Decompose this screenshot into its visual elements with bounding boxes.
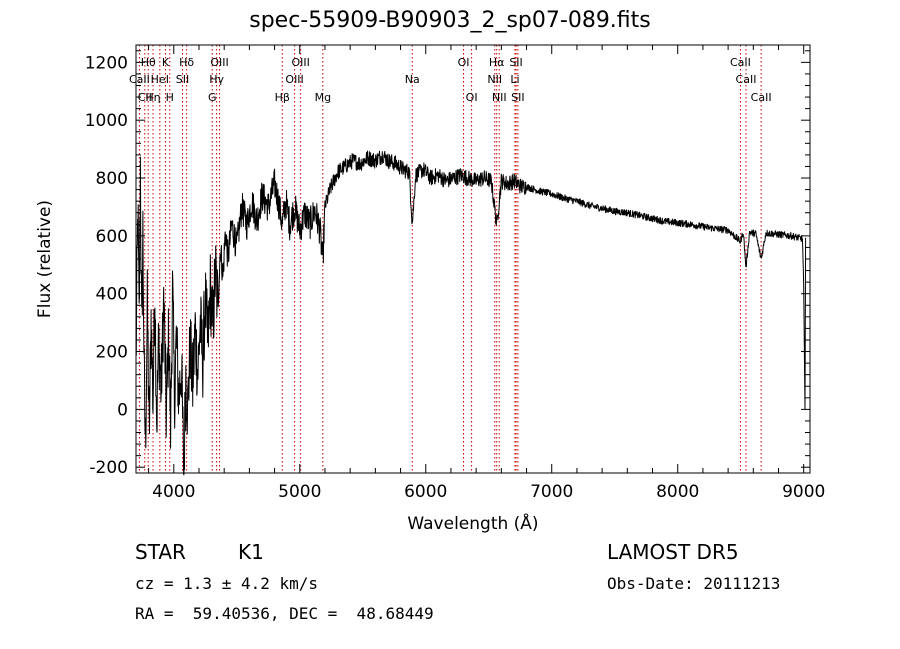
line-marker-label: CaII: [129, 73, 150, 86]
axes-layer: 4000 5000 6000 7000 8000 9000 -200 0 200 400 600 80…: [35, 44, 825, 534]
y-tick-label: 800: [96, 169, 128, 189]
line-marker-label: OIII: [285, 73, 303, 86]
line-marker-label: Hγ: [209, 73, 224, 86]
y-tick-label: 0: [117, 400, 128, 420]
spectrum-line: [135, 150, 807, 476]
line-marker-label: SII: [176, 73, 189, 86]
line-marker-label: CII: [138, 91, 152, 104]
line-marker-label: OIII: [291, 56, 309, 69]
x-tick-label: 9000: [782, 482, 825, 502]
line-marker-label: HeI: [151, 73, 169, 86]
chart-title: spec-55909-B90903_2_sp07-089.fits: [249, 8, 651, 33]
y-tick-label: 600: [96, 227, 128, 247]
line-marker-label: G: [208, 91, 217, 104]
spectrum-layer: [135, 150, 807, 476]
y-tick-label: 200: [96, 343, 128, 363]
line-marker-label: Hδ: [179, 56, 194, 69]
object-class: STAR: [135, 540, 186, 564]
line-marker-label: Hβ: [275, 91, 290, 104]
line-marker-label: Li: [510, 73, 519, 86]
plot-frame: [135, 44, 811, 474]
line-markers-layer: [138, 45, 762, 473]
line-marker-label: SII: [511, 91, 524, 104]
line-marker-label: CaII: [736, 73, 757, 86]
y-tick-label: 1200: [85, 53, 128, 73]
line-marker-label: H: [166, 91, 174, 104]
x-tick-label: 6000: [404, 482, 447, 502]
survey-name: LAMOST DR5: [607, 540, 739, 564]
x-axis-label: Wavelength (Å): [407, 512, 538, 534]
ra-dec-coords: RA = 59.40536, DEC = 48.68449: [135, 604, 434, 623]
x-tick-label: 4000: [152, 482, 195, 502]
line-marker-label: NII: [487, 73, 502, 86]
line-marker-label: CaII: [751, 91, 772, 104]
line-marker-label: Hθ: [141, 56, 156, 69]
x-tick-label: 8000: [656, 482, 699, 502]
line-marker-label: NII: [492, 91, 507, 104]
y-tick-label: -200: [89, 458, 128, 478]
obs-date: Obs-Date: 20111213: [607, 574, 781, 593]
y-tick-label: 400: [96, 285, 128, 305]
line-marker-label: Hα: [489, 56, 505, 69]
line-marker-label: CaII: [730, 56, 751, 69]
line-marker-label: Na: [405, 73, 420, 86]
line-marker-label: OI: [458, 56, 470, 69]
line-marker-label: OIII: [210, 56, 228, 69]
y-axis-label: Flux (relative): [35, 200, 55, 318]
line-marker-label: K: [162, 56, 170, 69]
x-tick-label: 5000: [278, 482, 321, 502]
y-tick-label: 1000: [85, 111, 128, 131]
redshift-cz: cz = 1.3 ± 4.2 km/s: [135, 574, 319, 593]
line-marker-label: Mg: [315, 91, 331, 104]
spectral-subclass: K1: [238, 540, 264, 564]
line-marker-label: SII: [509, 56, 522, 69]
x-tick-label: 7000: [530, 482, 573, 502]
line-marker-label: Hη: [145, 91, 160, 104]
line-marker-label: OI: [466, 91, 478, 104]
